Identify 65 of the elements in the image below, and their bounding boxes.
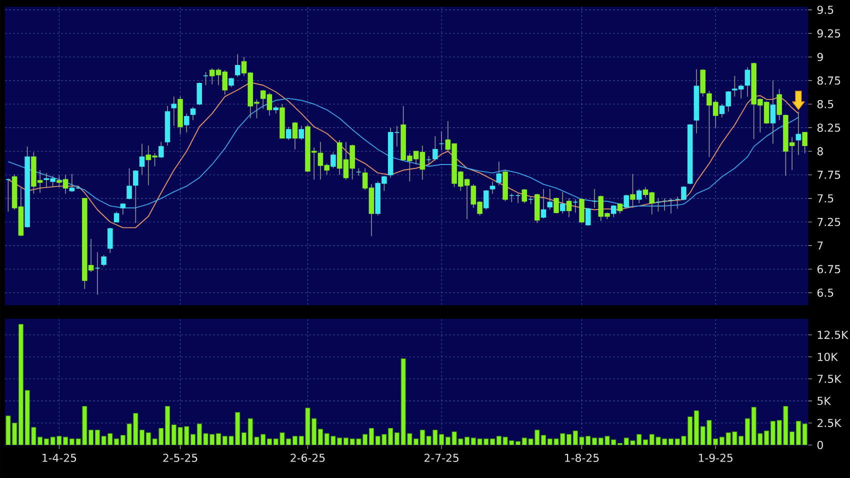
candlestick xyxy=(796,111,802,156)
y-tick-label: 7.75 xyxy=(818,170,840,179)
candlestick xyxy=(286,126,292,140)
y-tick-label: 6.5 xyxy=(817,288,834,297)
candlestick xyxy=(158,141,164,158)
x-tick-label: 1-4-25 xyxy=(42,454,76,462)
y-tick-label: 8 xyxy=(817,147,823,156)
x-tick-label: 2-6-25 xyxy=(290,454,325,462)
y-tick-label: 8.5 xyxy=(817,100,834,108)
candlestick xyxy=(292,122,298,150)
candlestick xyxy=(496,161,502,186)
candlestick xyxy=(184,113,190,133)
candlestick xyxy=(228,77,234,88)
y-tick-label: 0 xyxy=(817,440,823,450)
candlestick xyxy=(586,207,591,226)
y-tick-label: 6.75 xyxy=(817,265,840,274)
x-tick-label: 2-5-25 xyxy=(163,454,198,462)
candlestick xyxy=(624,194,629,210)
y-tick-label: 7.5 xyxy=(818,194,834,202)
candlestick xyxy=(617,202,623,214)
candlestick xyxy=(776,88,782,121)
candlestick xyxy=(630,174,636,208)
y-tick-label: 8.75 xyxy=(817,76,840,85)
candlestick xyxy=(330,152,336,169)
x-tick-label: 1-9-25 xyxy=(698,454,732,462)
y-tick-label: 8.25 xyxy=(817,124,840,132)
y-tick-label: 9.25 xyxy=(817,29,840,38)
candlestick xyxy=(190,106,196,121)
candlestick xyxy=(744,66,750,97)
candlestick xyxy=(522,188,528,204)
x-tick-label: 2-7-25 xyxy=(424,454,458,462)
candlestick xyxy=(114,211,120,222)
candlestick xyxy=(126,168,132,200)
candlestick xyxy=(432,136,438,162)
y-tick-label: 2.5K xyxy=(818,418,842,428)
candlestick xyxy=(554,197,559,214)
candlestick xyxy=(234,54,240,78)
candlestick xyxy=(120,202,126,215)
y-tick-label: 5K xyxy=(818,396,832,405)
x-tick-label: 1-8-25 xyxy=(565,454,599,462)
candlestick xyxy=(171,96,177,126)
candlestick xyxy=(636,188,642,204)
candlestick xyxy=(770,80,776,144)
y-tick-label: 7.5K xyxy=(818,374,842,383)
candlestick xyxy=(700,68,706,97)
candlestick xyxy=(490,181,496,194)
candlestick xyxy=(133,170,138,224)
y-tick-label: 10K xyxy=(818,352,838,361)
y-tick-label: 9 xyxy=(817,52,823,62)
y-tick-label: 12.5K xyxy=(818,330,848,339)
candlestick xyxy=(540,188,546,219)
candlestick xyxy=(566,198,572,218)
candlestick xyxy=(610,204,616,218)
candlestick xyxy=(196,82,202,106)
y-tick-label: 9.5 xyxy=(817,6,834,14)
candlestick xyxy=(139,143,145,176)
y-tick-label: 7.25 xyxy=(818,218,840,226)
candlestick xyxy=(579,198,584,224)
y-tick-label: 7 xyxy=(818,242,823,250)
candlestick xyxy=(101,254,106,267)
candlestick xyxy=(560,191,566,214)
candlestick xyxy=(298,125,304,140)
candlestick xyxy=(484,190,489,210)
candlestick xyxy=(108,227,113,254)
candlestick xyxy=(547,188,553,210)
